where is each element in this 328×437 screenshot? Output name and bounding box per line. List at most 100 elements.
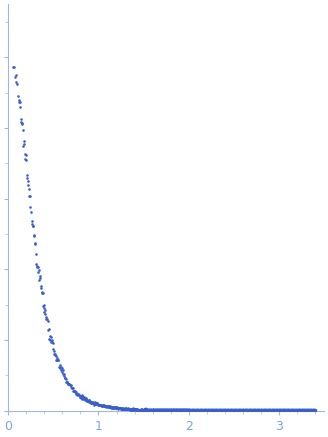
Point [107, 404, 113, 411]
Point [31, 232, 37, 239]
Point [22, 151, 28, 158]
Point [85, 397, 91, 404]
Point [53, 353, 58, 360]
Point [100, 402, 105, 409]
Point [31, 222, 36, 229]
Point [50, 339, 55, 346]
Point [40, 290, 46, 297]
Point [139, 407, 144, 414]
Point [54, 357, 59, 364]
Point [126, 406, 132, 413]
Point [120, 406, 125, 413]
Point [86, 397, 91, 404]
Point [104, 403, 110, 410]
Point [127, 406, 132, 413]
Point [99, 402, 104, 409]
Point [133, 407, 139, 414]
Point [77, 392, 83, 399]
Point [25, 177, 31, 184]
Point [132, 406, 137, 413]
Point [21, 143, 26, 150]
Point [54, 354, 60, 361]
Point [83, 397, 88, 404]
Point [135, 406, 140, 413]
Point [23, 156, 28, 163]
Point [133, 406, 138, 413]
Point [32, 240, 38, 247]
Point [78, 393, 83, 400]
Point [103, 403, 108, 410]
Point [11, 64, 16, 71]
Point [101, 402, 106, 409]
Point [38, 273, 43, 280]
Point [14, 71, 19, 78]
Point [117, 405, 122, 412]
Point [83, 394, 88, 401]
Point [71, 387, 76, 394]
Point [45, 318, 50, 325]
Point [55, 357, 60, 364]
Point [117, 405, 123, 412]
Point [88, 400, 93, 407]
Point [123, 405, 128, 412]
Point [68, 383, 73, 390]
Point [66, 381, 72, 388]
Point [58, 364, 63, 371]
Point [88, 399, 93, 406]
Point [29, 218, 34, 225]
Point [48, 338, 53, 345]
Point [140, 406, 145, 413]
Point [102, 403, 107, 410]
Point [112, 404, 117, 411]
Point [10, 63, 15, 70]
Point [113, 405, 119, 412]
Point [70, 384, 75, 391]
Point [118, 405, 124, 412]
Point [84, 397, 89, 404]
Point [94, 400, 100, 407]
Point [93, 399, 98, 406]
Point [33, 251, 39, 258]
Point [111, 403, 116, 410]
Point [51, 348, 56, 355]
Point [88, 398, 93, 405]
Point [15, 80, 20, 87]
Point [18, 104, 23, 111]
Point [112, 404, 117, 411]
Point [93, 400, 98, 407]
Point [69, 382, 74, 389]
Point [72, 388, 78, 395]
Point [110, 405, 115, 412]
Point [131, 406, 136, 413]
Point [119, 405, 125, 412]
Point [128, 406, 133, 413]
Point [81, 395, 87, 402]
Point [82, 395, 87, 402]
Point [124, 406, 129, 413]
Point [91, 399, 96, 406]
Point [91, 399, 96, 406]
Point [53, 351, 58, 358]
Point [130, 406, 135, 413]
Point [70, 385, 75, 392]
Point [40, 288, 45, 295]
Point [112, 404, 117, 411]
Point [137, 406, 143, 413]
Point [72, 387, 77, 394]
Point [134, 406, 139, 413]
Point [99, 402, 105, 409]
Point [105, 403, 111, 410]
Point [115, 404, 120, 411]
Point [87, 397, 92, 404]
Point [113, 404, 118, 411]
Point [139, 406, 145, 413]
Point [139, 406, 144, 413]
Point [50, 340, 55, 347]
Point [71, 387, 76, 394]
Point [76, 390, 81, 397]
Point [38, 282, 43, 289]
Point [84, 395, 89, 402]
Point [129, 406, 134, 413]
Point [118, 405, 123, 412]
Point [65, 380, 71, 387]
